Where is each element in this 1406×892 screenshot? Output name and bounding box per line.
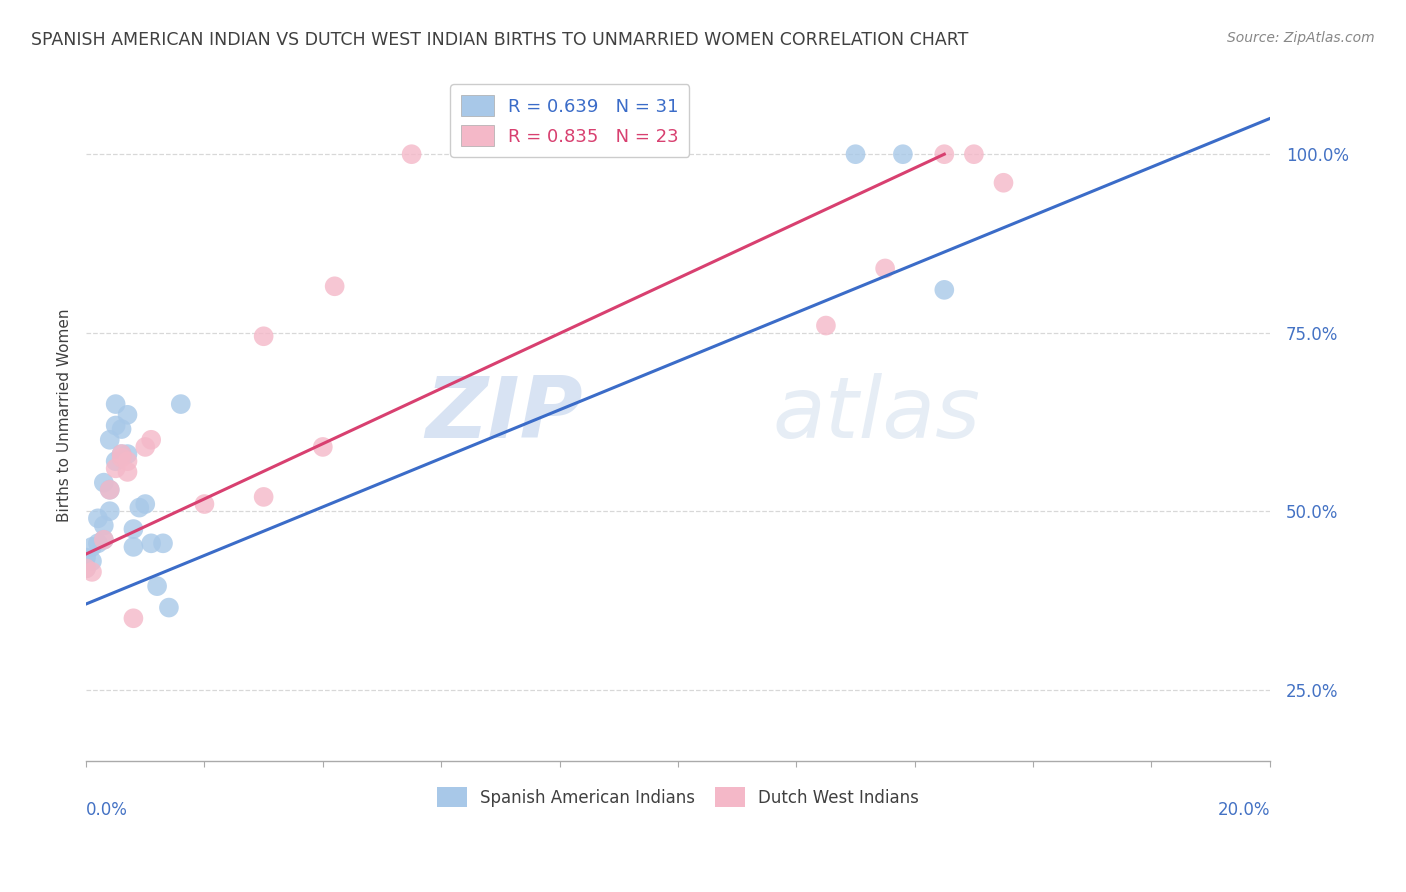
Point — [193, 497, 215, 511]
Point — [117, 408, 139, 422]
Point — [253, 329, 276, 343]
Point — [934, 283, 956, 297]
Point — [104, 397, 127, 411]
Point — [253, 490, 276, 504]
Point — [141, 433, 163, 447]
Point — [87, 536, 110, 550]
Text: SPANISH AMERICAN INDIAN VS DUTCH WEST INDIAN BIRTHS TO UNMARRIED WOMEN CORRELATI: SPANISH AMERICAN INDIAN VS DUTCH WEST IN… — [31, 31, 969, 49]
Point — [110, 450, 132, 465]
Text: ZIP: ZIP — [426, 373, 583, 457]
Point — [117, 465, 139, 479]
Point — [104, 454, 127, 468]
Point — [993, 176, 1015, 190]
Point — [891, 147, 914, 161]
Text: atlas: atlas — [773, 373, 980, 457]
Point — [98, 504, 121, 518]
Point — [934, 147, 956, 161]
Point — [117, 454, 139, 468]
Point — [75, 561, 97, 575]
Point — [80, 554, 103, 568]
Point — [93, 533, 115, 547]
Point — [875, 261, 897, 276]
Point — [98, 483, 121, 497]
Text: Source: ZipAtlas.com: Source: ZipAtlas.com — [1227, 31, 1375, 45]
Point — [98, 433, 121, 447]
Point — [80, 565, 103, 579]
Point — [75, 561, 97, 575]
Point — [312, 440, 335, 454]
Text: 0.0%: 0.0% — [86, 801, 128, 819]
Point — [323, 279, 346, 293]
Point — [87, 511, 110, 525]
Text: 20.0%: 20.0% — [1218, 801, 1270, 819]
Point — [170, 397, 193, 411]
Point — [93, 518, 115, 533]
Point — [844, 147, 866, 161]
Point — [152, 536, 174, 550]
Point — [157, 600, 180, 615]
Point — [146, 579, 169, 593]
Point — [122, 522, 145, 536]
Point — [128, 500, 150, 515]
Point — [98, 483, 121, 497]
Point — [117, 447, 139, 461]
Point — [122, 540, 145, 554]
Point — [75, 550, 97, 565]
Y-axis label: Births to Unmarried Women: Births to Unmarried Women — [58, 308, 72, 522]
Point — [110, 422, 132, 436]
Point — [963, 147, 986, 161]
Point — [110, 447, 132, 461]
Point — [93, 533, 115, 547]
Point — [122, 611, 145, 625]
Point — [401, 147, 423, 161]
Point — [104, 418, 127, 433]
Point — [93, 475, 115, 490]
Point — [104, 461, 127, 475]
Point — [814, 318, 837, 333]
Legend: Spanish American Indians, Dutch West Indians: Spanish American Indians, Dutch West Ind… — [429, 779, 928, 815]
Point — [141, 536, 163, 550]
Point — [134, 497, 156, 511]
Point — [134, 440, 156, 454]
Point — [80, 540, 103, 554]
Point — [110, 447, 132, 461]
